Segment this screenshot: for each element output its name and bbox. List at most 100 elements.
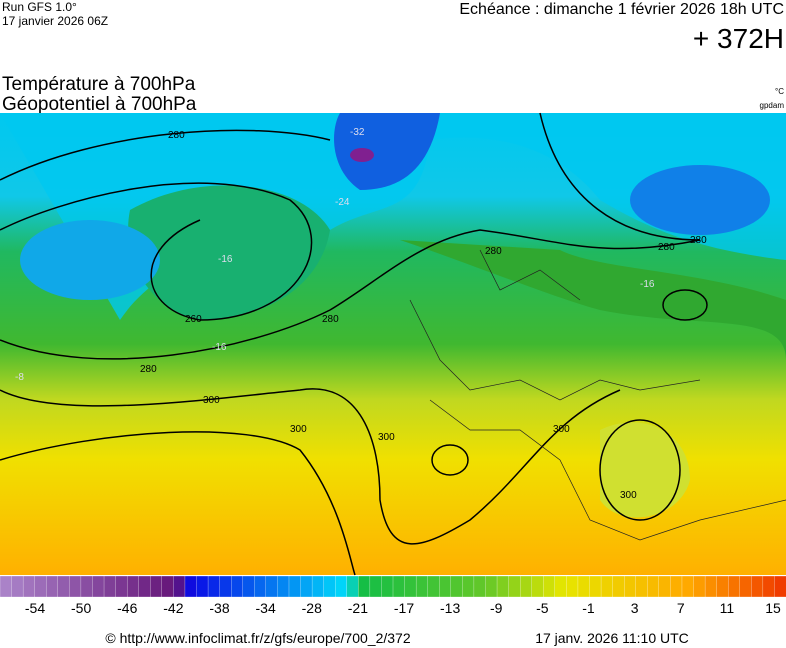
colorbar-swatch	[716, 575, 729, 598]
colorbar-swatch	[577, 575, 591, 598]
contour-label: 300	[620, 490, 637, 501]
colorbar-swatch	[254, 575, 267, 598]
colorbar-swatch	[184, 575, 198, 598]
warm-area	[600, 422, 690, 518]
colorbar-swatch	[728, 575, 741, 598]
footer-timestamp: 17 janv. 2026 11:10 UTC	[535, 630, 689, 646]
colorbar-swatch	[554, 575, 568, 598]
colorbar-swatch	[57, 575, 71, 598]
green-area	[400, 240, 786, 360]
valid-time: Echéance : dimanche 1 février 2026 18h U…	[459, 1, 784, 18]
title-temperature: Température à 700hPa	[2, 74, 196, 95]
colorbar-swatch	[450, 575, 464, 598]
colorbar-swatch	[624, 575, 637, 598]
cold-pool	[20, 220, 160, 300]
contour-line	[431, 444, 469, 476]
cold-pool	[334, 113, 440, 190]
contour-line	[599, 419, 681, 521]
colorbar-swatch	[300, 575, 313, 598]
contour-label: 300	[290, 424, 307, 435]
colorbar-swatch	[196, 575, 209, 598]
colorbar-swatch	[739, 575, 752, 598]
title-geopotential: Géopotentiel à 700hPa	[2, 94, 197, 115]
colorbar-swatch	[485, 575, 498, 598]
colorbar-swatch	[566, 575, 579, 598]
colorbar-label: -1	[582, 600, 595, 616]
contour-label: 300	[553, 424, 570, 435]
colorbar-swatch	[670, 575, 683, 598]
colorbar-label: 15	[765, 600, 781, 616]
colorbar-swatch	[161, 575, 175, 598]
footer-source: © http://www.infoclimat.fr/z/gfs/europe/…	[105, 630, 410, 646]
colorbar-label: -34	[256, 600, 276, 616]
colorbar-label: -9	[490, 600, 503, 616]
colorbar-swatch	[80, 575, 94, 598]
colorbar-label: -54	[25, 600, 45, 616]
colorbar-swatch	[34, 575, 47, 598]
contour-line	[0, 182, 313, 321]
colorbar-swatch	[311, 575, 325, 598]
colorbar-swatch	[103, 575, 117, 598]
colorbar-swatch	[751, 575, 764, 598]
colorbar-swatch	[369, 575, 383, 598]
colorbar-swatch	[658, 575, 672, 598]
colorbar-swatch	[647, 575, 660, 598]
contour-label: 280	[140, 364, 157, 375]
green-area	[128, 185, 330, 320]
cold-area	[0, 113, 786, 320]
colorbar-label: -46	[117, 600, 137, 616]
colorbar-swatch	[462, 575, 475, 598]
contour-line	[0, 129, 331, 181]
colorbar-swatch	[404, 575, 417, 598]
cold-core	[350, 148, 374, 162]
colorbar-swatch	[46, 575, 59, 598]
colorbar-swatch	[219, 575, 232, 598]
contour-label: 280	[485, 246, 502, 257]
contour-label: 260	[185, 314, 202, 325]
colorbar-swatch	[150, 575, 163, 598]
colorbar-swatch	[508, 575, 521, 598]
isotherm-label: -16	[212, 342, 227, 353]
colorbar-swatch	[358, 575, 371, 598]
colorbar-label: -13	[440, 600, 460, 616]
colorbar-swatch	[496, 575, 510, 598]
colorbar-swatch	[762, 575, 776, 598]
run-label: Run GFS 1.0°	[2, 0, 77, 14]
colorbar-swatch	[207, 575, 221, 598]
colorbar-swatch	[242, 575, 255, 598]
colorbar-label: -17	[394, 600, 414, 616]
contour-label: 280	[322, 314, 339, 325]
colorbar-label: -28	[302, 600, 322, 616]
colorbar-label: -50	[71, 600, 91, 616]
colorbar-swatch	[439, 575, 452, 598]
unit-geopotential: gpdam	[760, 101, 785, 110]
coastline	[409, 249, 786, 541]
colorbar-swatch	[774, 575, 786, 598]
colorbar-swatch	[22, 575, 36, 598]
colorbar-swatch	[0, 575, 13, 598]
colorbar-swatch	[69, 575, 82, 598]
colorbar: -54 -50 -46 -42 -38 -34 -28 -21 -17 -13 -9 -5 -1 3 7 11…	[0, 575, 786, 616]
unit-temperature: °C	[775, 87, 784, 96]
run-date: 17 janvier 2026 06Z	[2, 14, 108, 28]
colorbar-label: -42	[163, 600, 183, 616]
contour-line	[0, 388, 621, 545]
colorbar-label: 11	[720, 600, 735, 616]
colorbar-swatch	[288, 575, 302, 598]
contour-label: 280	[690, 235, 707, 246]
isotherm-label: -32	[350, 127, 365, 138]
isotherm-label: -24	[335, 197, 350, 208]
colorbar-swatch	[277, 575, 290, 598]
colorbar-swatch	[531, 575, 544, 598]
colorbar-swatch	[115, 575, 128, 598]
contour-label: 300	[378, 432, 395, 443]
colorbar-swatch	[11, 575, 24, 598]
colorbar-swatch	[173, 575, 186, 598]
map	[0, 112, 786, 576]
colorbar-swatch	[635, 575, 648, 598]
contour-line	[0, 229, 701, 360]
colorbar-label: 3	[631, 600, 639, 616]
colorbar-swatch	[346, 575, 359, 598]
contour-labels: 280 280 280 280 260 280 280 300 300 300 …	[15, 127, 707, 501]
colorbar-label: -5	[536, 600, 549, 616]
